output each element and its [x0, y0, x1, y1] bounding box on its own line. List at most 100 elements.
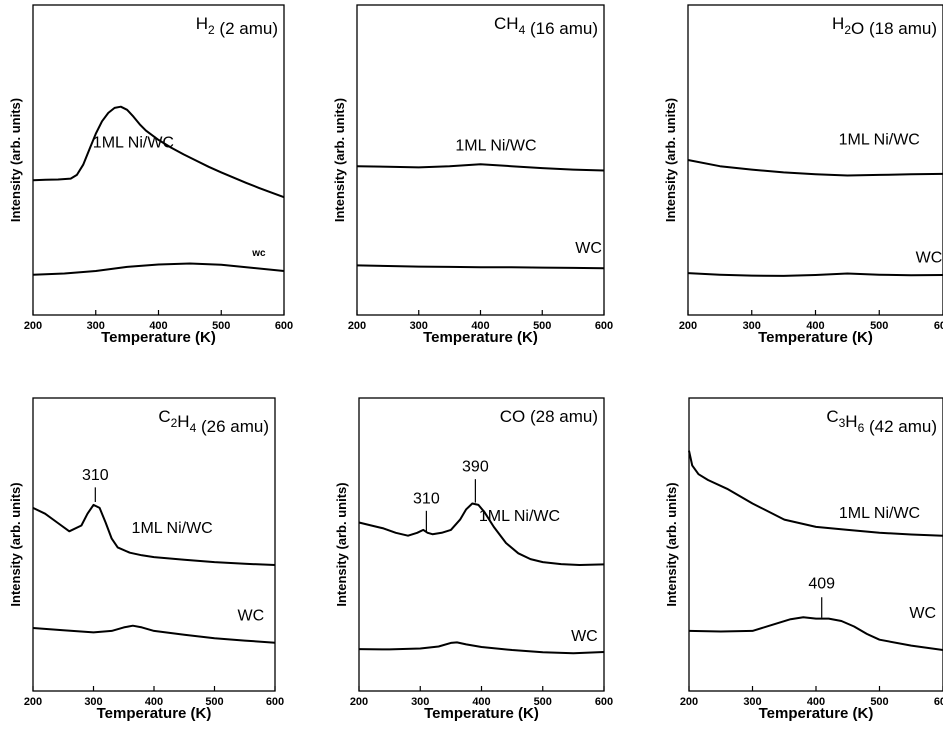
- panel-title: C2H4 (26 amu): [158, 407, 269, 436]
- panel-h2: 200 300 400 500 600 Temperature (K) Intensity …: [8, 4, 293, 346]
- x-tick-label: 500: [870, 696, 888, 708]
- x-tick-label: 500: [870, 320, 888, 332]
- title-subscript: 6: [858, 421, 865, 435]
- title-subscript: 2: [844, 23, 851, 37]
- x-tick-label: 300: [743, 696, 761, 708]
- x-tick-label: 500: [533, 320, 551, 332]
- title-text: H: [832, 14, 844, 33]
- title-text: CH: [494, 14, 519, 33]
- series-line-1ml-ni-wc: [687, 159, 943, 177]
- y-axis-label: Intensity (arb. units): [8, 98, 23, 222]
- x-axis-label: Temperature (K): [97, 705, 212, 722]
- x-axis-label: Temperature (K): [424, 705, 539, 722]
- x-axis-label: Temperature (K): [759, 705, 874, 722]
- x-tick-label: 600: [595, 696, 613, 708]
- x-tick-label: 400: [471, 320, 489, 332]
- x-tick-label: 300: [87, 320, 105, 332]
- x-tick-label: 300: [410, 320, 428, 332]
- x-tick-label: 600: [934, 696, 943, 708]
- title-text: H: [845, 412, 857, 431]
- series-label-wc: WC: [571, 628, 598, 645]
- title-text: (2 amu): [215, 19, 278, 38]
- series-label-1ml-ni-wc: 1ML Ni/WC: [132, 520, 213, 537]
- series-line-wc: [356, 264, 605, 270]
- series-label-1ml-ni-wc: 1ML Ni/WC: [839, 132, 920, 149]
- panel-title: CO (28 amu): [500, 407, 598, 426]
- title-subscript: 2: [208, 23, 215, 37]
- series-label-1ml-ni-wc: 1ML Ni/WC: [839, 505, 920, 522]
- series-label-wc: WC: [237, 608, 264, 625]
- title-text: H: [177, 412, 189, 431]
- x-tick-label: 400: [472, 696, 490, 708]
- x-tick-label: 400: [145, 696, 163, 708]
- title-text: CO (28 amu): [500, 407, 598, 426]
- x-axis-label: Temperature (K): [423, 329, 538, 346]
- series-label-wc: WC: [575, 240, 602, 257]
- series-line-wc: [688, 616, 943, 651]
- series-line-1ml-ni-wc: [358, 502, 605, 566]
- x-tick-label: 600: [934, 320, 943, 332]
- title-subscript: 4: [190, 421, 197, 435]
- title-text: O (18 amu): [851, 19, 937, 38]
- x-tick-label: 400: [807, 696, 825, 708]
- title-subscript: 4: [519, 23, 526, 37]
- x-tick-label: 300: [411, 696, 429, 708]
- panel-title: H2 (2 amu): [196, 14, 278, 38]
- series-line-wc: [32, 624, 276, 644]
- series-line-1ml-ni-wc: [356, 163, 605, 172]
- x-tick-label: 200: [24, 320, 42, 332]
- x-axis-label: Temperature (K): [101, 329, 216, 346]
- title-text: (42 amu): [864, 417, 937, 436]
- series-line-1ml-ni-wc: [32, 105, 285, 199]
- plot-frame: [32, 4, 285, 316]
- y-axis-label: Intensity (arb. units): [663, 98, 678, 222]
- x-tick-label: 200: [348, 320, 366, 332]
- series-line-1ml-ni-wc: [32, 503, 276, 566]
- panel-h2o: 200 300 400 500 600 Temperature (K) Intensity …: [663, 4, 943, 346]
- x-tick-label: 200: [680, 696, 698, 708]
- panel-c3h6: 200 300 400 500 600 Temperature (K) Intensity …: [664, 397, 943, 722]
- title-text: H: [196, 14, 208, 33]
- series-line-wc: [358, 641, 605, 655]
- x-tick-label: 600: [266, 696, 284, 708]
- title-subscript: 2: [171, 416, 178, 430]
- x-tick-label: 500: [212, 320, 230, 332]
- x-tick-label: 300: [743, 320, 761, 332]
- plot-frame: [687, 4, 943, 316]
- series-line-1ml-ni-wc: [688, 450, 943, 537]
- title-text: (16 amu): [525, 19, 598, 38]
- x-tick-label: 400: [149, 320, 167, 332]
- series-label-wc: WC: [916, 249, 943, 266]
- series-label-wc: WC: [909, 605, 936, 622]
- series-label-1ml-ni-wc: 1ML Ni/WC: [479, 508, 560, 525]
- series-label-wc: wc: [251, 248, 266, 259]
- series-label-1ml-ni-wc: 1ML Ni/WC: [93, 135, 174, 152]
- title-text: C: [826, 407, 838, 426]
- panel-title: C3H6 (42 amu): [826, 407, 937, 436]
- x-tick-label: 600: [275, 320, 293, 332]
- x-tick-label: 600: [595, 320, 613, 332]
- panel-title: CH4 (16 amu): [494, 14, 598, 38]
- x-tick-label: 400: [806, 320, 824, 332]
- y-axis-label: Intensity (arb. units): [8, 482, 23, 606]
- series-line-wc: [32, 262, 285, 276]
- panel-co: 200 300 400 500 600 Temperature (K) Intensity …: [334, 397, 613, 722]
- x-tick-label: 300: [84, 696, 102, 708]
- y-axis-label: Intensity (arb. units): [334, 482, 349, 606]
- peak-label: 310: [413, 490, 440, 507]
- plot-frame: [688, 397, 943, 692]
- x-tick-label: 500: [534, 696, 552, 708]
- y-axis-label: Intensity (arb. units): [664, 482, 679, 606]
- panel-title: H2O (18 amu): [832, 14, 937, 38]
- x-tick-label: 500: [205, 696, 223, 708]
- x-axis-label: Temperature (K): [758, 329, 873, 346]
- x-tick-label: 200: [24, 696, 42, 708]
- title-text: (26 amu): [196, 417, 269, 436]
- panel-ch4: 200 300 400 500 600 Temperature (K) Intensity …: [332, 4, 613, 346]
- series-label-1ml-ni-wc: 1ML Ni/WC: [455, 138, 536, 155]
- panel-c2h4: 200 300 400 500 600 Temperature (K) Intensity …: [8, 397, 284, 722]
- peak-label: 310: [82, 467, 109, 484]
- y-axis-label: Intensity (arb. units): [332, 98, 347, 222]
- plot-frame: [32, 397, 276, 692]
